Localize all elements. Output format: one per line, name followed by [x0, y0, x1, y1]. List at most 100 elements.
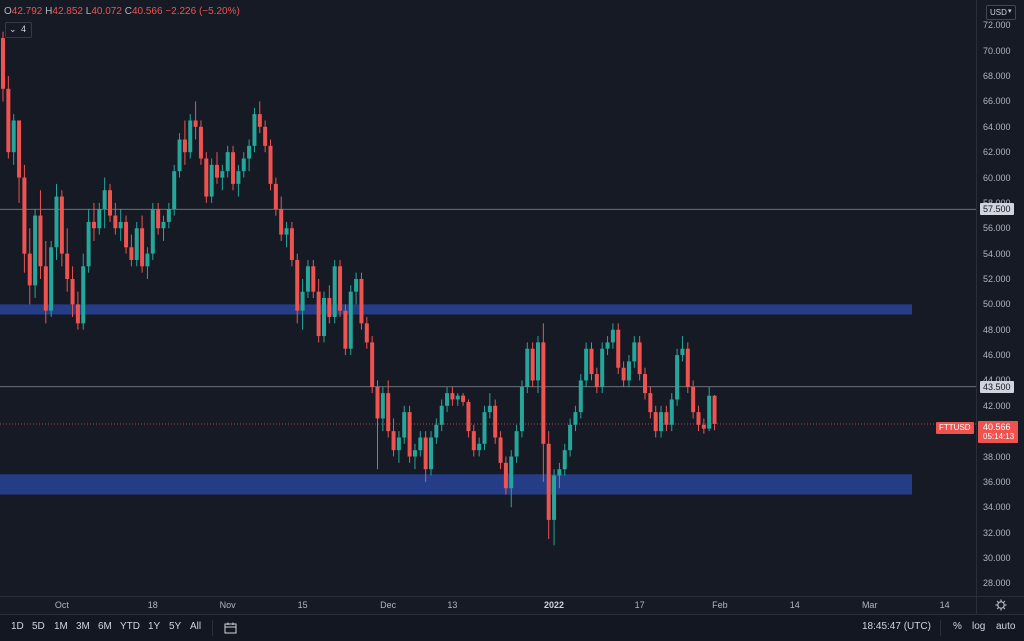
range-1m-button[interactable]: 1M [54, 621, 68, 632]
candle-body [322, 298, 326, 337]
candle-body [124, 221, 129, 248]
candle-body [701, 424, 706, 429]
candle-body [685, 348, 690, 387]
range-ytd-button[interactable]: YTD [120, 621, 140, 632]
candle-body [332, 266, 337, 318]
time-axis[interactable]: Oct18Nov15Dec13202217Feb14MarApr14 [0, 596, 976, 614]
candle-body [33, 215, 38, 286]
candle-body [530, 348, 535, 381]
level-label-middle: 43.500 [980, 380, 1014, 393]
price-tick-label: 30.000 [983, 552, 1011, 563]
candle-body [680, 348, 685, 356]
percent-scale-button[interactable]: % [953, 621, 962, 632]
gear-icon[interactable] [995, 599, 1007, 611]
toolbar-divider [940, 620, 941, 636]
candle-body [118, 221, 123, 229]
candle-body [578, 380, 583, 413]
candle-body [482, 412, 487, 444]
candle-body [27, 253, 32, 286]
candle-body [707, 395, 712, 429]
candle-body [150, 209, 155, 254]
open-key: O [4, 6, 12, 17]
candle-body [348, 291, 353, 349]
indicator-count: 4 [21, 24, 27, 34]
price-tick-label: 64.000 [983, 121, 1011, 132]
candle-body [215, 164, 219, 178]
candle-body [675, 355, 680, 400]
price-tick-label: 44.000 [983, 375, 1011, 385]
chart-area[interactable] [0, 0, 976, 596]
candle-body [198, 126, 203, 159]
symbol-tag: FTTUSD [936, 422, 974, 434]
high-value: 42.852 [52, 6, 83, 17]
time-tick-label: Nov [219, 600, 236, 610]
time-tick-label: Mar [861, 600, 878, 610]
candle-body [220, 171, 225, 178]
candle-body [477, 443, 482, 451]
candle-body [498, 437, 503, 463]
candle-body [621, 367, 626, 381]
utc-clock[interactable]: 18:45:47 (UTC) [862, 621, 931, 632]
candle-body [466, 401, 471, 432]
candle-body [552, 475, 557, 520]
candle-body [247, 145, 252, 159]
range-6m-button[interactable]: 6M [98, 621, 112, 632]
candle-body [370, 342, 375, 387]
candle-body [354, 278, 359, 292]
auto-scale-button[interactable]: auto [996, 621, 1016, 632]
time-tick-label: Oct [54, 600, 69, 610]
candle-body [445, 393, 450, 406]
candle-body [643, 374, 647, 394]
candle-body [204, 158, 209, 197]
candle-body [257, 114, 262, 127]
range-all-button[interactable]: All [190, 621, 202, 632]
candle-body [525, 348, 530, 387]
price-tick-label: 36.000 [983, 476, 1011, 487]
candle-body [22, 177, 27, 254]
date-range-icon[interactable] [224, 622, 237, 634]
close-value: 40.566 [131, 6, 163, 17]
candle-body [536, 342, 540, 381]
candle-body [295, 259, 300, 311]
candle-body [605, 342, 610, 349]
axis-corner [976, 596, 1024, 614]
time-tick-label: 2022 [544, 600, 565, 610]
price-tick-label: 38.000 [983, 451, 1011, 462]
support-zone-1 [0, 474, 912, 495]
candle-body [659, 412, 664, 432]
currency-select[interactable]: USD ▾ [986, 5, 1016, 20]
range-1d-button[interactable]: 1D [11, 621, 24, 632]
price-tick-label: 66.000 [983, 96, 1011, 107]
candle-body [568, 424, 573, 451]
time-tick-label: 15 [297, 600, 308, 610]
candle-body [284, 228, 289, 235]
price-tick-label: 34.000 [983, 502, 1011, 513]
time-tick-label: Feb [712, 600, 728, 610]
price-tick-label: 70.000 [983, 45, 1011, 56]
candle-body [182, 139, 187, 153]
candle-body [589, 348, 594, 375]
candle-body [193, 120, 198, 127]
price-axis[interactable]: 28.00030.00032.00034.00036.00038.00040.0… [976, 0, 1024, 596]
toolbar-divider [212, 620, 213, 636]
range-5y-button[interactable]: 5Y [169, 621, 182, 632]
close-key: C [124, 6, 132, 17]
time-tick-label: 17 [634, 600, 645, 610]
candle-body [300, 291, 305, 311]
range-1y-button[interactable]: 1Y [148, 621, 161, 632]
candle-body [75, 304, 80, 324]
indicator-toggle-button[interactable]: ⌄ 4 [5, 22, 32, 38]
candle-body [626, 361, 631, 381]
range-3m-button[interactable]: 3M [76, 621, 90, 632]
candle-body [209, 164, 214, 197]
candle-body [691, 386, 696, 413]
candle-body [375, 386, 380, 419]
candle-body [268, 145, 273, 184]
candle-body [102, 190, 107, 210]
candle-body [429, 437, 433, 470]
price-tick-label: 54.000 [983, 248, 1011, 259]
range-5d-button[interactable]: 5D [32, 621, 45, 632]
candlestick-chart[interactable] [0, 0, 976, 596]
price-tick-label: 62.000 [983, 147, 1011, 158]
log-scale-button[interactable]: log [972, 621, 986, 632]
